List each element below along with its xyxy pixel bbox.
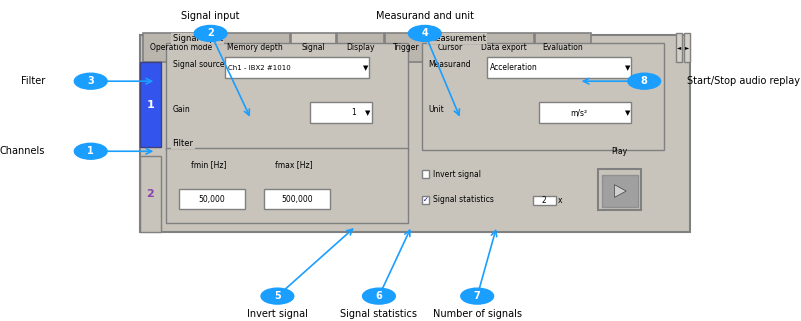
Text: Signal statistics: Signal statistics bbox=[433, 195, 494, 204]
Text: Operation mode: Operation mode bbox=[150, 43, 211, 52]
FancyBboxPatch shape bbox=[539, 102, 631, 123]
Text: Trigger: Trigger bbox=[393, 43, 420, 52]
Text: 1: 1 bbox=[147, 100, 155, 110]
Text: Evaluation: Evaluation bbox=[542, 43, 583, 52]
Circle shape bbox=[74, 143, 107, 159]
Text: Acceleration: Acceleration bbox=[490, 64, 538, 73]
Text: Filter: Filter bbox=[21, 76, 45, 86]
FancyBboxPatch shape bbox=[310, 102, 372, 123]
Text: ▼: ▼ bbox=[625, 65, 630, 71]
Text: 3: 3 bbox=[87, 76, 94, 86]
Circle shape bbox=[363, 288, 396, 304]
FancyBboxPatch shape bbox=[429, 33, 472, 62]
Text: Signal input: Signal input bbox=[172, 34, 223, 43]
Text: 50,000: 50,000 bbox=[199, 195, 225, 204]
FancyBboxPatch shape bbox=[487, 57, 631, 78]
Text: Ch1 - IBX2 #1010: Ch1 - IBX2 #1010 bbox=[228, 65, 291, 71]
Text: 6: 6 bbox=[376, 291, 382, 301]
Text: Channels: Channels bbox=[0, 146, 45, 156]
FancyBboxPatch shape bbox=[143, 33, 219, 62]
Circle shape bbox=[194, 25, 227, 41]
FancyBboxPatch shape bbox=[421, 170, 429, 178]
FancyBboxPatch shape bbox=[140, 62, 161, 147]
Text: ▼: ▼ bbox=[365, 110, 371, 116]
Text: 1: 1 bbox=[87, 146, 94, 156]
Text: 1: 1 bbox=[352, 108, 356, 117]
FancyBboxPatch shape bbox=[291, 33, 336, 62]
FancyBboxPatch shape bbox=[385, 33, 428, 62]
Text: 5: 5 bbox=[274, 291, 281, 301]
Text: Signal input: Signal input bbox=[181, 11, 239, 21]
FancyBboxPatch shape bbox=[676, 33, 682, 62]
Text: Data export: Data export bbox=[481, 43, 526, 52]
Circle shape bbox=[74, 73, 107, 89]
Text: 2: 2 bbox=[207, 29, 214, 39]
Text: Number of signals: Number of signals bbox=[433, 309, 521, 319]
FancyBboxPatch shape bbox=[473, 33, 533, 62]
Text: Unit: Unit bbox=[428, 105, 444, 114]
Text: Invert signal: Invert signal bbox=[247, 309, 308, 319]
Text: Measurand: Measurand bbox=[428, 60, 471, 69]
Text: Start/Stop audio replay: Start/Stop audio replay bbox=[686, 76, 800, 86]
FancyBboxPatch shape bbox=[140, 156, 161, 232]
FancyBboxPatch shape bbox=[421, 43, 664, 150]
Circle shape bbox=[261, 288, 294, 304]
Text: Gain: Gain bbox=[172, 105, 191, 114]
Text: Cursor: Cursor bbox=[438, 43, 463, 52]
Text: ►: ► bbox=[685, 45, 689, 50]
FancyBboxPatch shape bbox=[166, 43, 409, 150]
FancyBboxPatch shape bbox=[225, 57, 369, 78]
Text: Play: Play bbox=[612, 147, 628, 156]
Text: Measurand and unit: Measurand and unit bbox=[376, 11, 473, 21]
Text: 2: 2 bbox=[542, 196, 547, 205]
Text: Signal statistics: Signal statistics bbox=[340, 309, 417, 319]
Text: ▼: ▼ bbox=[363, 65, 368, 71]
Text: ✓: ✓ bbox=[422, 197, 429, 203]
Text: 2: 2 bbox=[147, 189, 155, 199]
FancyBboxPatch shape bbox=[533, 196, 556, 205]
Polygon shape bbox=[614, 185, 626, 197]
Circle shape bbox=[461, 288, 493, 304]
FancyBboxPatch shape bbox=[683, 33, 690, 62]
FancyBboxPatch shape bbox=[264, 189, 330, 209]
Text: fmax [Hz]: fmax [Hz] bbox=[275, 160, 312, 169]
Text: Filter: Filter bbox=[172, 139, 194, 148]
Text: Memory depth: Memory depth bbox=[227, 43, 283, 52]
Circle shape bbox=[628, 73, 661, 89]
Text: fmin [Hz]: fmin [Hz] bbox=[191, 160, 227, 169]
Text: Measurement: Measurement bbox=[428, 34, 486, 43]
Text: Signal: Signal bbox=[301, 43, 325, 52]
Text: 500,000: 500,000 bbox=[281, 195, 313, 204]
FancyBboxPatch shape bbox=[421, 196, 429, 204]
FancyBboxPatch shape bbox=[602, 175, 638, 207]
Text: 7: 7 bbox=[474, 291, 481, 301]
FancyBboxPatch shape bbox=[219, 33, 290, 62]
Text: m/s²: m/s² bbox=[570, 108, 587, 117]
FancyBboxPatch shape bbox=[166, 148, 409, 223]
Circle shape bbox=[409, 25, 441, 41]
FancyBboxPatch shape bbox=[337, 33, 384, 62]
Text: Invert signal: Invert signal bbox=[433, 170, 481, 179]
FancyBboxPatch shape bbox=[179, 189, 244, 209]
Text: x: x bbox=[558, 196, 562, 205]
FancyBboxPatch shape bbox=[598, 169, 641, 210]
Text: Display: Display bbox=[346, 43, 375, 52]
Text: Signal source: Signal source bbox=[172, 60, 224, 69]
Text: ▼: ▼ bbox=[625, 110, 630, 116]
FancyBboxPatch shape bbox=[140, 35, 690, 232]
Text: 4: 4 bbox=[421, 29, 429, 39]
FancyBboxPatch shape bbox=[535, 33, 590, 62]
Text: 8: 8 bbox=[641, 76, 648, 86]
Text: ◄: ◄ bbox=[677, 45, 681, 50]
